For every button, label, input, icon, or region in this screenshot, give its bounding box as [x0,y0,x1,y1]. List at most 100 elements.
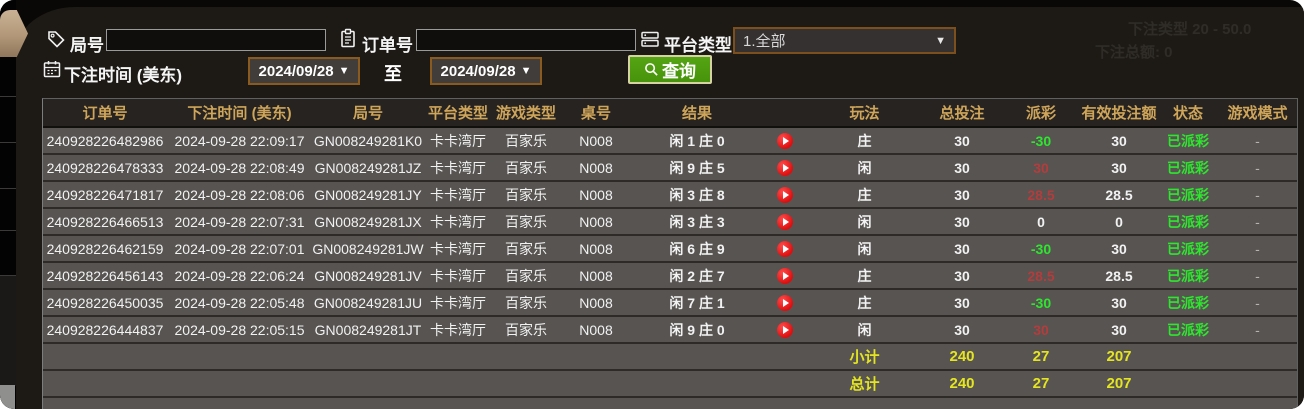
table-row: 240928226478333 2024-09-28 22:08:49 GN0082… [43,155,1297,182]
cell-status: 已派彩 [1167,294,1209,311]
cell-play [762,294,807,312]
cell-game_mode: - [1255,213,1260,230]
cell-bet_time: 2024-09-28 22:09:17 [174,132,305,149]
cell-game_mode: - [1255,267,1260,284]
cell-game_no: GN008249281JV [314,267,422,284]
bet-records-table: 订单号 下注时间 (美东) 局号 平台类型 游戏类型 桌号 结果 玩法 总投注 派彩 有效投注额 状态… [42,98,1298,409]
play-icon[interactable] [776,241,793,258]
table-row: 240928226444837 2024-09-28 22:05:15 GN0082… [43,317,1297,344]
cell-status: 已派彩 [1167,267,1209,284]
cell-result: 闲 9 庄 5 [669,159,725,176]
cell-valid_bet: 0 [1115,213,1123,230]
grand-total-cell-wager: 总计 [849,376,880,393]
cell-wager: 庄 [857,267,872,284]
column-header-order_no: 订单号 [82,105,128,122]
cell-table_no: N008 [579,240,613,257]
cell-play [762,321,807,339]
left-edge-strip [0,0,16,409]
cell-total_bet: 30 [954,267,970,284]
clipboard-icon [338,28,358,48]
order-no-input[interactable] [416,29,636,51]
game-no-input[interactable] [106,29,326,51]
table-header-row: 订单号 下注时间 (美东) 局号 平台类型 游戏类型 桌号 结果 玩法 总投注 派彩 有效投注额 状态… [43,99,1297,128]
play-icon[interactable] [776,160,793,177]
platform-type-select[interactable]: 1.全部 ▼ [733,27,956,54]
column-header-game_no: 局号 [352,105,383,122]
cell-table_no: N008 [579,186,613,203]
date-to-value: 2024/09/28 [440,62,516,80]
cell-order_no: 240928226482986 [46,132,164,149]
play-icon[interactable] [776,295,793,312]
cell-game_no: GN008249281JZ [314,159,422,176]
cell-total_bet: 30 [954,186,970,203]
cell-wager: 庄 [857,294,872,311]
subtotal-cell-total_bet: 240 [949,348,975,365]
table-row: 240928226456143 2024-09-28 22:06:24 GN0082… [43,263,1297,290]
cell-game_type: 百家乐 [505,240,547,257]
cell-play [762,186,807,204]
cell-status: 已派彩 [1167,159,1209,176]
bet-time-label: 下注时间 (美东) [64,66,183,85]
column-header-game_mode: 游戏模式 [1227,105,1288,122]
cell-result: 闲 3 庄 3 [669,213,725,230]
cell-play [762,159,807,177]
left-strip-lower [0,276,16,386]
cell-platform: 卡卡湾厅 [430,294,486,311]
cell-table_no: N008 [579,213,613,230]
cell-order_no: 240928226478333 [46,159,164,176]
cell-game_type: 百家乐 [505,267,547,284]
cell-payout: -30 [1030,240,1052,257]
cell-status: 已派彩 [1167,186,1209,203]
subtotal-row: 小计 240 27 207 [43,344,1297,371]
cell-order_no: 240928226456143 [46,267,164,284]
cell-result: 闲 3 庄 8 [669,186,725,203]
left-strip-divider [0,188,16,189]
play-icon[interactable] [776,322,793,339]
ghost-text: 下注总额: 0 [1095,44,1173,61]
play-icon[interactable] [776,268,793,285]
cell-game_no: GN008249281JU [313,294,423,311]
cell-total_bet: 30 [954,294,970,311]
column-header-total_bet: 总投注 [939,105,985,122]
cell-table_no: N008 [579,267,613,284]
cell-platform: 卡卡湾厅 [430,321,486,338]
cell-valid_bet: 30 [1111,294,1127,311]
cell-bet_time: 2024-09-28 22:08:06 [174,186,305,203]
table-row: 240928226471817 2024-09-28 22:08:06 GN0082… [43,182,1297,209]
cell-order_no: 240928226471817 [46,186,164,203]
date-range-to-label: 至 [384,64,402,84]
cell-result: 闲 7 庄 1 [669,294,725,311]
cell-game_type: 百家乐 [505,294,547,311]
cell-valid_bet: 30 [1111,240,1127,257]
column-header-bet_time: 下注时间 (美东) [187,105,292,122]
table-row: 240928226450035 2024-09-28 22:05:48 GN0082… [43,290,1297,317]
cell-game_mode: - [1255,294,1260,311]
cell-payout: -30 [1030,294,1052,311]
column-header-table_no: 桌号 [580,105,611,122]
cell-wager: 闲 [857,321,872,338]
play-icon[interactable] [776,133,793,150]
cell-order_no: 240928226462159 [46,240,164,257]
play-icon[interactable] [776,187,793,204]
play-icon[interactable] [776,214,793,231]
cell-payout: 0 [1037,213,1045,230]
date-from-select[interactable]: 2024/09/28 ▼ [248,57,360,85]
cell-platform: 卡卡湾厅 [430,186,486,203]
grand-total-cell-valid_bet: 207 [1106,375,1132,392]
cell-valid_bet: 28.5 [1105,186,1133,203]
cell-wager: 闲 [857,213,872,230]
cell-play [762,267,807,285]
cell-order_no: 240928226466513 [46,213,164,230]
cell-status: 已派彩 [1167,132,1209,149]
cell-order_no: 240928226450035 [46,294,164,311]
cell-payout: 28.5 [1027,267,1055,284]
cell-payout: 30 [1033,159,1049,176]
tag-icon [46,29,66,49]
left-strip-divider [0,230,16,231]
cell-platform: 卡卡湾厅 [430,159,486,176]
date-to-select[interactable]: 2024/09/28 ▼ [430,57,542,85]
cell-result: 闲 1 庄 0 [669,132,725,149]
query-button[interactable]: 查询 [628,55,712,84]
left-strip-divider [0,96,16,97]
